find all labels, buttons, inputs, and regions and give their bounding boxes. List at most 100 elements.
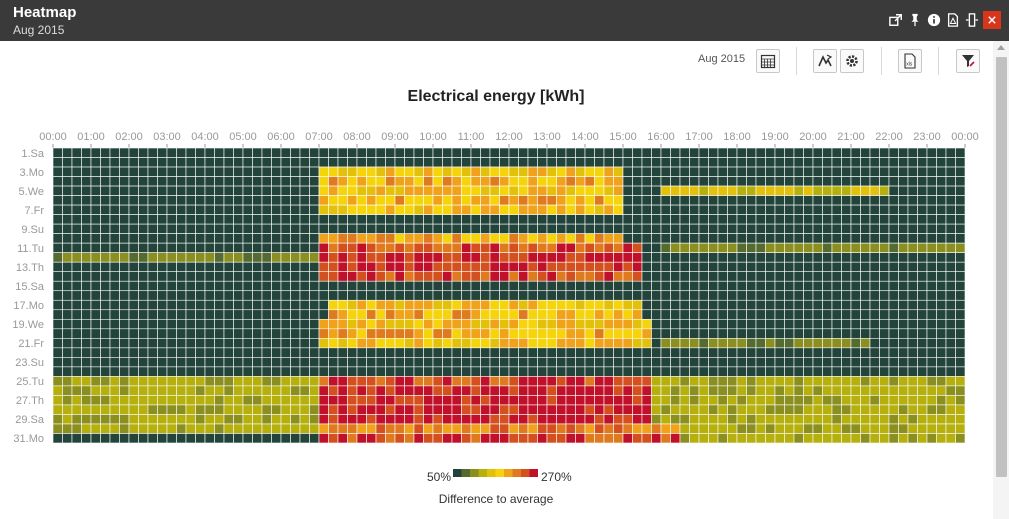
heatmap-cell[interactable] [470,157,481,168]
heatmap-cell[interactable] [138,147,149,158]
heatmap-cell[interactable] [432,328,443,339]
heatmap-cell[interactable] [347,166,358,177]
heatmap-cell[interactable] [375,242,386,253]
heatmap-cell[interactable] [717,338,728,349]
heatmap-cell[interactable] [328,261,339,273]
heatmap-cell[interactable] [385,233,396,244]
heatmap-cell[interactable] [318,328,329,339]
heatmap-cell[interactable] [755,376,766,387]
heatmap-cell[interactable] [812,395,823,406]
heatmap-cell[interactable] [470,423,481,434]
heatmap-cell[interactable] [755,280,766,292]
heatmap-cell[interactable] [290,185,301,196]
heatmap-cell[interactable] [945,223,956,234]
heatmap-cell[interactable] [119,204,130,215]
heatmap-cell[interactable] [413,223,424,234]
heatmap-cell[interactable] [138,166,149,177]
heatmap-cell[interactable] [71,357,82,368]
heatmap-cell[interactable] [689,385,700,396]
heatmap-cell[interactable] [670,299,681,311]
heatmap-cell[interactable] [651,385,662,396]
heatmap-cell[interactable] [746,166,757,177]
heatmap-cell[interactable] [62,395,73,406]
heatmap-cell[interactable] [413,233,424,244]
heatmap-cell[interactable] [860,357,871,368]
heatmap-cell[interactable] [204,328,215,339]
heatmap-cell[interactable] [451,214,462,225]
heatmap-cell[interactable] [860,338,871,349]
heatmap-cell[interactable] [100,328,111,339]
heatmap-cell[interactable] [508,423,519,434]
heatmap-cell[interactable] [708,166,719,177]
heatmap-cell[interactable] [356,385,367,396]
heatmap-cell[interactable] [356,318,367,330]
heatmap-cell[interactable] [261,166,272,177]
heatmap-cell[interactable] [166,242,177,253]
heatmap-cell[interactable] [299,423,310,434]
heatmap-cell[interactable] [784,357,795,368]
heatmap-cell[interactable] [518,223,529,234]
heatmap-cell[interactable] [651,290,662,301]
heatmap-cell[interactable] [575,233,586,244]
heatmap-cell[interactable] [774,404,785,415]
heatmap-cell[interactable] [71,338,82,349]
heatmap-cell[interactable] [480,261,491,273]
heatmap-cell[interactable] [299,318,310,330]
heatmap-cell[interactable] [841,261,852,273]
heatmap-cell[interactable] [309,414,320,425]
heatmap-cell[interactable] [812,157,823,168]
heatmap-cell[interactable] [128,223,139,234]
heatmap-cell[interactable] [233,185,244,196]
heatmap-cell[interactable] [128,376,139,387]
heatmap-cell[interactable] [822,299,833,311]
heatmap-cell[interactable] [347,414,358,425]
heatmap-cell[interactable] [679,233,690,244]
heatmap-cell[interactable] [128,242,139,253]
heatmap-cell[interactable] [717,147,728,158]
heatmap-cell[interactable] [337,204,348,215]
heatmap-cell[interactable] [955,338,966,349]
heatmap-cell[interactable] [309,299,320,311]
heatmap-cell[interactable] [907,404,918,415]
heatmap-cell[interactable] [632,223,643,234]
heatmap-cell[interactable] [128,357,139,368]
heatmap-cell[interactable] [309,347,320,358]
heatmap-cell[interactable] [755,366,766,377]
heatmap-cell[interactable] [147,423,158,434]
heatmap-cell[interactable] [451,299,462,311]
heatmap-cell[interactable] [347,423,358,434]
heatmap-cell[interactable] [128,261,139,273]
heatmap-cell[interactable] [299,204,310,215]
heatmap-cell[interactable] [375,395,386,406]
heatmap-cell[interactable] [736,185,747,196]
heatmap-cell[interactable] [841,280,852,292]
heatmap-cell[interactable] [299,414,310,425]
heatmap-cell[interactable] [271,414,282,425]
heatmap-cell[interactable] [774,328,785,339]
heatmap-cell[interactable] [613,299,624,311]
heatmap-cell[interactable] [223,290,234,301]
heatmap-cell[interactable] [252,261,263,273]
heatmap-cell[interactable] [81,404,92,415]
heatmap-cell[interactable] [736,414,747,425]
heatmap-cell[interactable] [584,223,595,234]
heatmap-cell[interactable] [461,404,472,415]
heatmap-cell[interactable] [879,423,890,434]
heatmap-cell[interactable] [366,157,377,168]
heatmap-cell[interactable] [119,328,130,339]
heatmap-cell[interactable] [774,176,785,187]
heatmap-cell[interactable] [451,147,462,158]
heatmap-cell[interactable] [660,290,671,301]
heatmap-cell[interactable] [955,328,966,339]
heatmap-cell[interactable] [147,366,158,377]
heatmap-cell[interactable] [784,376,795,387]
heatmap-cell[interactable] [698,147,709,158]
heatmap-cell[interactable] [261,252,272,263]
heatmap-cell[interactable] [888,299,899,311]
heatmap-cell[interactable] [252,195,263,206]
heatmap-cell[interactable] [356,423,367,434]
heatmap-cell[interactable] [157,166,168,177]
heatmap-cell[interactable] [271,299,282,311]
heatmap-cell[interactable] [641,338,652,349]
heatmap-cell[interactable] [774,385,785,396]
